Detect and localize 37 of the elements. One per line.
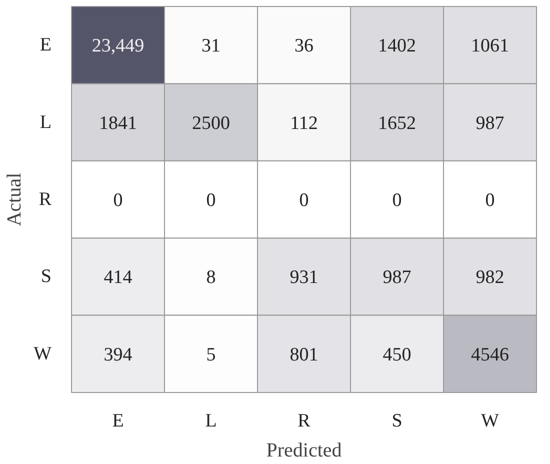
data-label: 1652	[378, 112, 416, 134]
data-label: 4546	[471, 344, 509, 366]
data-label: 801	[290, 344, 318, 366]
data-label: 931	[290, 267, 318, 288]
data-label: 1061	[471, 36, 509, 57]
x-tick-label: E	[112, 410, 124, 432]
x-tick-label: L	[205, 410, 217, 432]
data-label: 0	[392, 190, 402, 211]
data-label: 414	[104, 267, 133, 288]
data-label: 394	[104, 344, 133, 366]
data-label: 8	[206, 267, 216, 288]
x-tick-label: R	[298, 410, 311, 432]
data-label: 31	[202, 36, 220, 57]
data-label: 2500	[192, 112, 230, 134]
data-label: 987	[382, 267, 412, 288]
y-axis-title: Actual	[4, 172, 26, 226]
data-label: 23,449	[92, 36, 144, 57]
data-label: 0	[113, 190, 123, 211]
data-label: 982	[476, 267, 504, 288]
y-tick-label: E	[40, 34, 52, 56]
data-label: 987	[476, 112, 504, 134]
x-tick-label: S	[392, 410, 402, 432]
x-tick-label: W	[481, 410, 500, 432]
data-label: 0	[485, 190, 495, 211]
data-label: 1402	[378, 36, 416, 57]
data-label: 1841	[99, 112, 137, 134]
y-tick-label: S	[40, 266, 52, 288]
y-tick-label: W	[34, 343, 52, 364]
data-label: 5	[206, 344, 216, 366]
x-axis-title: Predicted	[266, 440, 342, 462]
y-tick-label: R	[38, 189, 52, 210]
data-label: 450	[382, 344, 412, 366]
data-label: 112	[290, 112, 318, 134]
data-label: 0	[206, 190, 216, 211]
data-label: 36	[294, 36, 314, 57]
y-tick-label: L	[40, 112, 52, 133]
data-label: 0	[299, 190, 309, 211]
